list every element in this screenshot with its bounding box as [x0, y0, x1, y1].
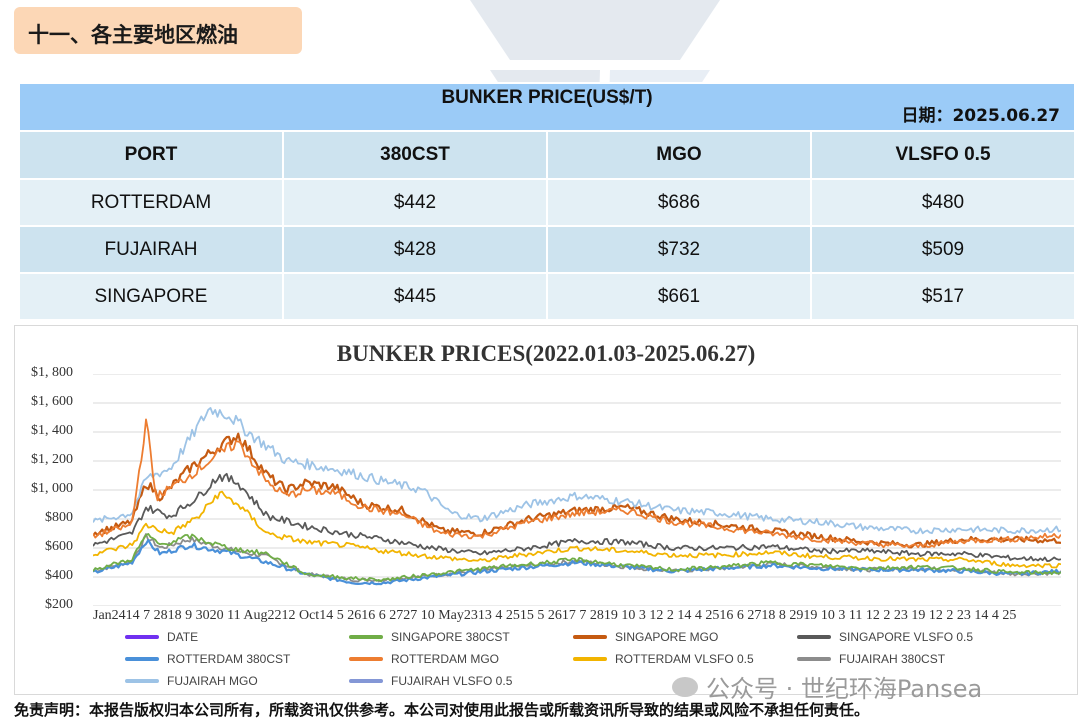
footer-watermark: 公众号 · 世纪环海Pansea: [672, 669, 982, 704]
bunker-price-table: BUNKER PRICE(US$/T) 日期：2025.06.27 PORT 3…: [18, 82, 1076, 321]
legend-swatch: [349, 679, 383, 683]
cell-380cst: $445: [282, 272, 548, 321]
wechat-icon: [672, 676, 698, 697]
table-row: SINGAPORE $445 $661 $517: [18, 272, 1076, 321]
cell-380cst: $428: [282, 225, 548, 274]
legend-item: FUJAIRAH MGO: [125, 674, 258, 688]
legend-swatch: [125, 635, 159, 639]
legend-label: ROTTERDAM VLSFO 0.5: [615, 652, 754, 666]
table-header-row: PORT 380CST MGO VLSFO 0.5: [18, 130, 1076, 180]
legend-label: SINGAPORE MGO: [615, 630, 719, 644]
legend-item: ROTTERDAM VLSFO 0.5: [573, 652, 754, 666]
legend-item: SINGAPORE 380CST: [349, 630, 510, 644]
legend-label: FUJAIRAH VLSFO 0.5: [391, 674, 513, 688]
y-tick-label: $600: [45, 539, 73, 554]
y-tick-label: $1, 000: [31, 481, 73, 496]
bunker-price-chart: BUNKER PRICES(2022.01.03-2025.06.27) $1,…: [14, 325, 1078, 695]
legend-item: ROTTERDAM MGO: [349, 652, 499, 666]
table-row: ROTTERDAM $442 $686 $480: [18, 178, 1076, 227]
legend-label: FUJAIRAH MGO: [167, 674, 258, 688]
legend-swatch: [573, 657, 607, 661]
cell-mgo: $732: [546, 225, 812, 274]
legend-swatch: [349, 635, 383, 639]
table-caption: BUNKER PRICE(US$/T): [441, 87, 653, 108]
y-tick-label: $800: [45, 510, 73, 525]
y-tick-label: $1, 200: [31, 452, 73, 467]
footer-mark-text: 公众号 · 世纪环海Pansea: [706, 675, 983, 703]
legend-swatch: [797, 657, 831, 661]
legend-item: DATE: [125, 630, 198, 644]
header-380cst: 380CST: [282, 130, 548, 180]
legend-label: SINGAPORE VLSFO 0.5: [839, 630, 974, 644]
y-tick-label: $1, 600: [31, 394, 73, 409]
series-line-singapore-mgo: [93, 432, 1061, 549]
cell-mgo: $661: [546, 272, 812, 321]
legend-label: DATE: [167, 630, 199, 644]
y-tick-label: $1, 400: [31, 423, 73, 438]
legend-swatch: [125, 657, 159, 661]
table-row: FUJAIRAH $428 $732 $509: [18, 225, 1076, 274]
header-port: PORT: [18, 130, 284, 180]
series-line-singapore-vlsfo-0-5: [93, 472, 1061, 563]
legend-swatch: [573, 635, 607, 639]
x-axis-tick-labels: Jan2414 7 2818 9 3020 11 Aug2212 Oct14 5…: [93, 608, 1017, 623]
legend-item: SINGAPORE MGO: [573, 630, 718, 644]
y-tick-label: $400: [45, 568, 73, 583]
chart-title: BUNKER PRICES(2022.01.03-2025.06.27): [336, 341, 756, 366]
section-title: 十一、各主要地区燃油: [14, 7, 302, 54]
legend-label: FUJAIRAH 380CST: [839, 652, 946, 666]
series-line-rotterdam-mgo: [93, 418, 1061, 549]
cell-vlsfo: $517: [810, 272, 1076, 321]
series-line-rotterdam-380cst: [93, 538, 1061, 586]
legend-label: ROTTERDAM MGO: [391, 652, 499, 666]
cell-mgo: $686: [546, 178, 812, 227]
cell-vlsfo: $509: [810, 225, 1076, 274]
legend-swatch: [797, 635, 831, 639]
table-caption-cell: BUNKER PRICE(US$/T) 日期：2025.06.27: [18, 82, 1076, 132]
cell-port: ROTTERDAM: [18, 178, 284, 227]
legend-swatch: [125, 679, 159, 683]
table-date: 日期：2025.06.27: [901, 106, 1060, 126]
cell-port: FUJAIRAH: [18, 225, 284, 274]
y-tick-label: $1, 800: [31, 365, 73, 380]
disclaimer: 免责声明：本报告版权归本公司所有，所载资讯仅供参考。本公司对使用此报告或所载资讯…: [14, 701, 870, 719]
legend-label: ROTTERDAM 380CST: [167, 652, 291, 666]
legend-item: FUJAIRAH VLSFO 0.5: [349, 674, 512, 688]
legend-swatch: [349, 657, 383, 661]
cell-vlsfo: $480: [810, 178, 1076, 227]
legend-label: SINGAPORE 380CST: [391, 630, 510, 644]
y-tick-label: $200: [45, 597, 73, 612]
series-line-fujairah-mgo: [93, 407, 1061, 535]
legend-item: SINGAPORE VLSFO 0.5: [797, 630, 973, 644]
header-mgo: MGO: [546, 130, 812, 180]
series-line-rotterdam-vlsfo-0-5: [93, 490, 1061, 569]
series-line-singapore-380cst: [93, 532, 1061, 583]
cell-port: SINGAPORE: [18, 272, 284, 321]
header-vlsfo: VLSFO 0.5: [810, 130, 1076, 180]
legend-item: ROTTERDAM 380CST: [125, 652, 290, 666]
chart-plot-area: [93, 374, 1061, 606]
legend-item: FUJAIRAH 380CST: [797, 652, 945, 666]
cell-380cst: $442: [282, 178, 548, 227]
